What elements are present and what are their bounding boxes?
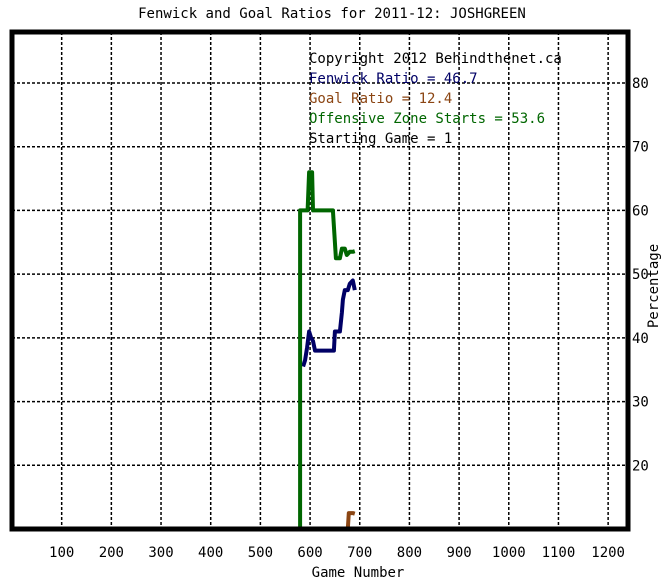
x-axis-label: Game Number [312,565,405,580]
x-tick-label: 1100 [542,545,576,561]
y-tick-labels: 20 30 40 50 60 70 80 [632,76,649,474]
legend-fenwick: Fenwick Ratio = 46.7 [309,71,478,87]
x-tick-label: 1000 [492,545,526,561]
series-line-fenwick-ratio [301,278,357,368]
y-tick-label: 30 [632,395,649,411]
x-tick-label: 100 [49,545,74,561]
chart-title: Fenwick and Goal Ratios for 2011-12: JOS… [138,6,526,22]
series-line-offensive-zone-starts [298,170,356,529]
x-tick-label: 800 [397,545,422,561]
legend: Copyright 2012 Behindthenet.ca Fenwick R… [309,51,562,147]
x-tick-labels: 100 200 300 400 500 600 700 800 900 1000 1100 1200 [49,545,625,561]
x-tick-label: 300 [148,545,173,561]
y-axis-label: Percentage [646,244,662,328]
x-tick-label: 900 [446,545,471,561]
x-tick-label: 500 [248,545,273,561]
x-tick-label: 1200 [591,545,625,561]
series-lines [298,170,357,530]
legend-ozone: Offensive Zone Starts = 53.6 [309,111,545,127]
y-tick-label: 50 [632,267,649,283]
legend-start: Starting Game = 1 [309,131,452,147]
x-tick-label: 700 [347,545,372,561]
gridlines [12,32,628,529]
x-tick-label: 400 [198,545,223,561]
y-tick-label: 80 [632,76,649,92]
series-line-goal-ratio [345,511,356,530]
legend-copyright: Copyright 2012 Behindthenet.ca [309,51,562,67]
x-tick-label: 200 [99,545,124,561]
y-tick-label: 20 [632,458,649,474]
legend-goal: Goal Ratio = 12.4 [309,91,452,107]
y-tick-label: 60 [632,203,649,219]
plot-frame [9,29,631,532]
x-tick-label: 600 [297,545,322,561]
y-tick-label: 70 [632,140,649,156]
y-tick-label: 40 [632,331,649,347]
